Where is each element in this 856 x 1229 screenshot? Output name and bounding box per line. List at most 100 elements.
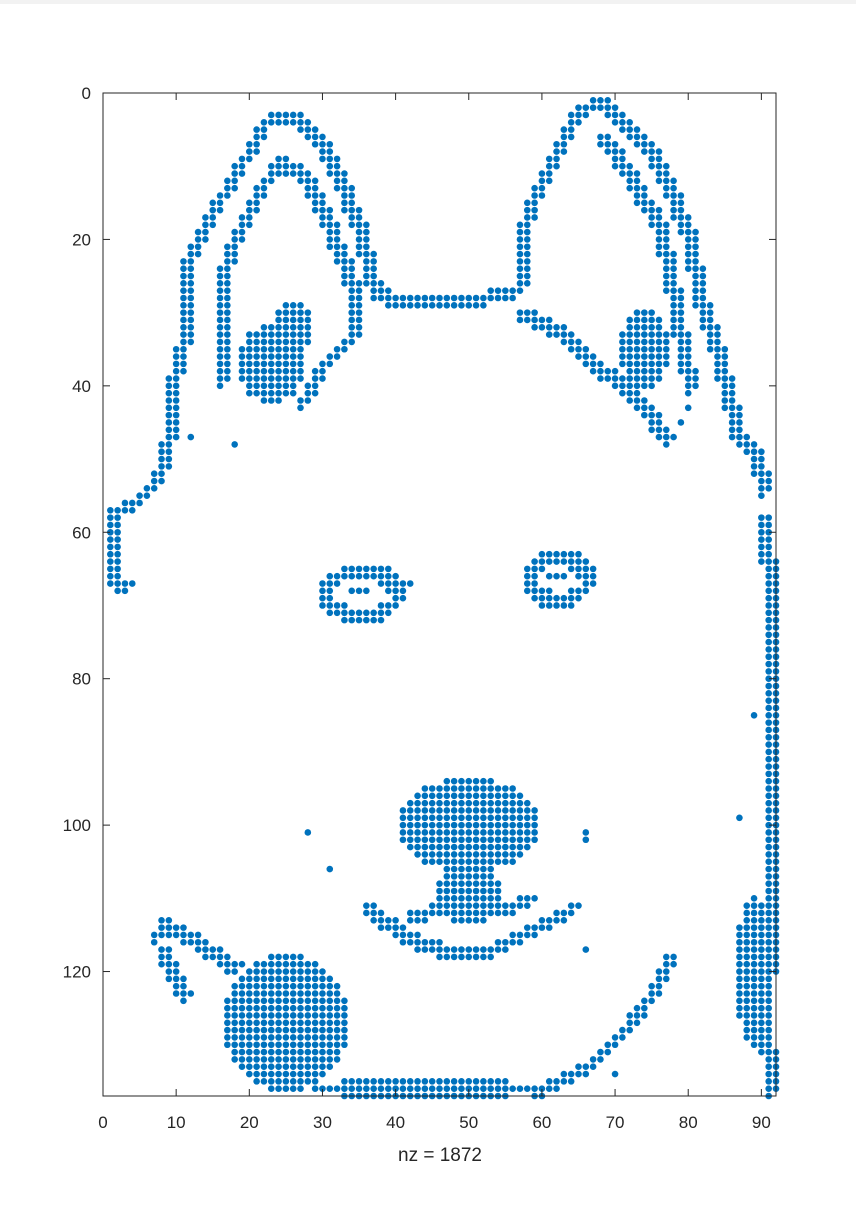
nonzero-marker [114, 587, 121, 595]
nonzero-marker [443, 807, 451, 814]
nonzero-marker [238, 990, 246, 997]
nonzero-marker [655, 968, 663, 975]
nonzero-marker [187, 243, 195, 251]
nonzero-marker [758, 990, 765, 997]
nonzero-marker [611, 367, 619, 375]
nonzero-marker [289, 960, 297, 968]
nonzero-marker [311, 367, 319, 375]
nonzero-marker [758, 1041, 765, 1049]
nonzero-marker [545, 1078, 553, 1085]
nonzero-marker [684, 360, 692, 368]
nonzero-marker [523, 214, 531, 221]
nonzero-marker [655, 411, 663, 419]
nonzero-marker [765, 550, 772, 558]
nonzero-marker [465, 843, 473, 851]
nonzero-marker [648, 990, 655, 997]
nonzero-marker [260, 118, 268, 126]
nonzero-marker [443, 880, 451, 887]
nonzero-marker [253, 140, 260, 148]
nonzero-marker [677, 353, 685, 360]
nonzero-marker [297, 331, 304, 338]
nonzero-marker [224, 309, 231, 316]
nonzero-marker [487, 946, 495, 953]
nonzero-marker [275, 1056, 282, 1063]
nonzero-marker [750, 953, 758, 961]
nonzero-marker [377, 1085, 385, 1092]
nonzero-marker [480, 814, 487, 822]
nonzero-marker [743, 997, 751, 1005]
nonzero-marker [187, 280, 195, 287]
nonzero-marker [297, 111, 304, 119]
nonzero-marker [450, 1085, 458, 1092]
nonzero-marker [319, 1034, 326, 1041]
nonzero-marker [450, 946, 458, 953]
nonzero-marker [311, 375, 319, 382]
nonzero-marker [231, 1034, 238, 1041]
nonzero-marker [472, 777, 480, 785]
nonzero-marker [165, 433, 173, 441]
nonzero-marker [311, 206, 319, 214]
nonzero-marker [289, 1026, 297, 1034]
nonzero-marker [662, 243, 670, 251]
nonzero-marker [143, 485, 151, 492]
nonzero-marker [421, 785, 429, 792]
nonzero-marker [758, 514, 765, 521]
nonzero-marker [333, 155, 341, 163]
nonzero-marker [319, 214, 326, 221]
nonzero-marker [765, 821, 772, 829]
nonzero-marker [392, 572, 399, 580]
nonzero-marker [406, 938, 414, 946]
nonzero-marker [684, 367, 692, 375]
nonzero-marker [333, 602, 341, 609]
nonzero-marker [655, 975, 663, 983]
nonzero-marker [114, 580, 121, 587]
nonzero-marker [553, 140, 560, 148]
x-tick-label: 90 [752, 1113, 771, 1132]
nonzero-marker [282, 1026, 290, 1034]
nonzero-marker [582, 836, 590, 844]
nonzero-marker [736, 990, 743, 997]
nonzero-marker [267, 1019, 275, 1027]
nonzero-marker [304, 1004, 312, 1012]
nonzero-marker [436, 836, 443, 844]
nonzero-marker [384, 587, 392, 595]
nonzero-marker [494, 287, 502, 294]
nonzero-marker [509, 829, 516, 836]
nonzero-marker [626, 1026, 633, 1034]
nonzero-marker [304, 331, 312, 338]
nonzero-marker [743, 909, 751, 917]
nonzero-marker [202, 228, 209, 236]
nonzero-marker [326, 602, 334, 609]
nonzero-marker [494, 880, 502, 887]
nonzero-marker [406, 814, 414, 822]
nonzero-marker [465, 829, 473, 836]
nonzero-marker [648, 426, 655, 434]
nonzero-marker [480, 851, 487, 858]
nonzero-marker [202, 938, 209, 946]
nonzero-marker [341, 192, 348, 199]
nonzero-marker [165, 931, 173, 939]
nonzero-marker [523, 807, 531, 814]
nonzero-marker [289, 1056, 297, 1063]
nonzero-marker [275, 155, 282, 163]
nonzero-marker [231, 250, 238, 258]
nonzero-marker [641, 199, 648, 207]
nonzero-marker [516, 243, 524, 251]
nonzero-marker [743, 1019, 751, 1027]
nonzero-marker [355, 287, 363, 294]
nonzero-marker [267, 990, 275, 997]
nonzero-marker [465, 909, 473, 917]
nonzero-marker [297, 397, 304, 404]
nonzero-marker [765, 1070, 772, 1078]
nonzero-marker [523, 821, 531, 829]
nonzero-marker [260, 1019, 268, 1027]
nonzero-marker [494, 814, 502, 822]
nonzero-marker [626, 170, 633, 177]
nonzero-marker [348, 309, 356, 316]
nonzero-marker [275, 316, 282, 324]
nonzero-marker [341, 609, 348, 617]
nonzero-marker [736, 960, 743, 968]
nonzero-marker [502, 909, 509, 917]
nonzero-marker [670, 206, 677, 214]
nonzero-marker [304, 1026, 312, 1034]
